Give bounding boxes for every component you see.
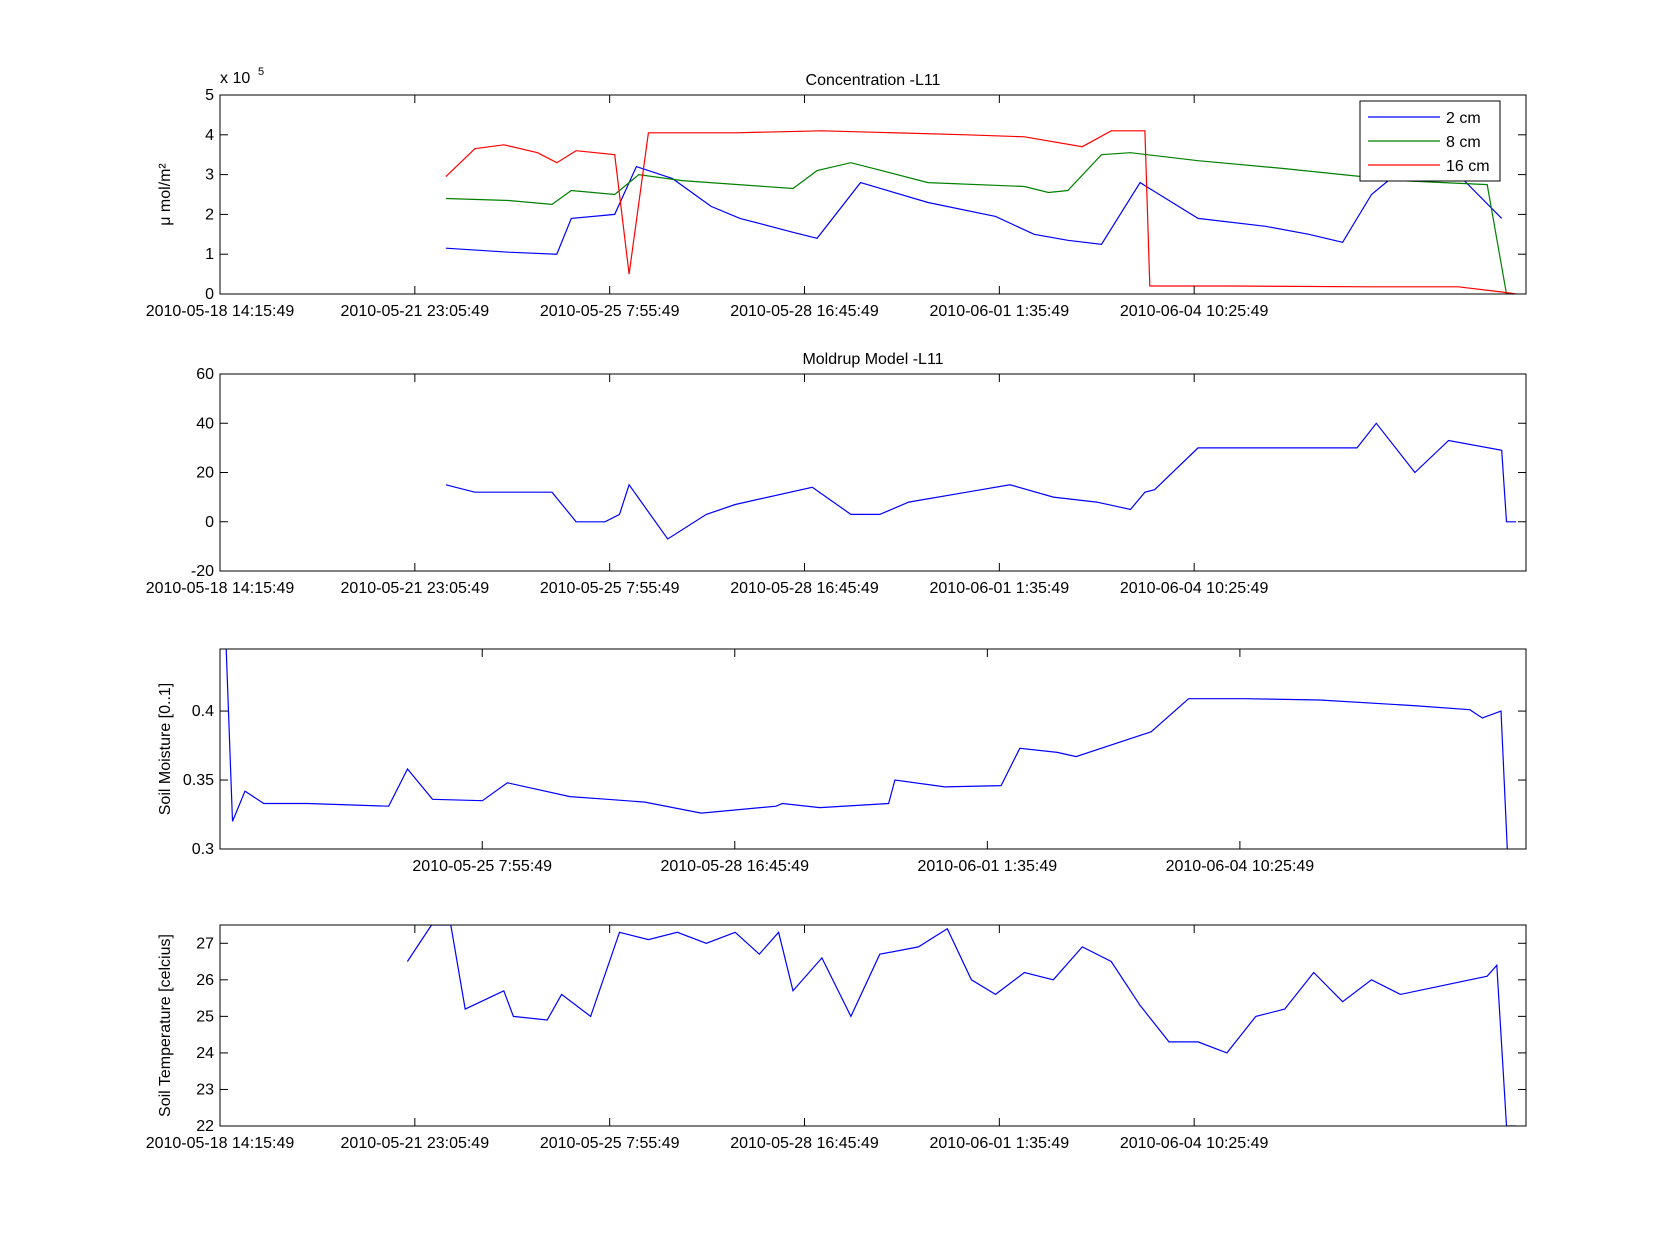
legend-label: 16 cm: [1446, 158, 1490, 175]
x-tick-label: 2010-05-28 16:45:49: [660, 858, 809, 875]
x-tick-label: 2010-05-25 7:55:49: [540, 580, 680, 597]
y-tick-label: 23: [196, 1081, 214, 1098]
y-tick-label: 25: [196, 1008, 214, 1025]
y-tick-label: 0.35: [183, 772, 214, 789]
y-tick-label: -20: [191, 563, 214, 580]
x-tick-label: 2010-06-01 1:35:49: [930, 1135, 1070, 1152]
x-tick-label: 2010-06-01 1:35:49: [930, 580, 1070, 597]
y-tick-label: 2: [205, 206, 214, 223]
x-tick-label: 2010-05-25 7:55:49: [412, 858, 552, 875]
subplot-3: 0.3 0.35 0.4 2010-05-25 7:55:49 2010-05-28 1…: [157, 648, 1527, 875]
subplot-2: -20 0 20 40 60 2010-05-18 14:15:49 2010-05-21 …: [146, 351, 1527, 597]
series-line-1: [406, 925, 1517, 1126]
axes-box: [219, 924, 1527, 1127]
x-tick-label: 2010-06-01 1:35:49: [930, 303, 1070, 320]
x-tick-label: 2010-05-21 23:05:49: [341, 303, 490, 320]
legend-label: 8 cm: [1446, 134, 1481, 151]
y-axis-label: μ mol/m²: [157, 163, 174, 226]
x-tick-label: 2010-05-18 14:15:49: [146, 303, 295, 320]
x-tick-label: 2010-06-04 10:25:49: [1166, 858, 1315, 875]
y-tick-label: 0.4: [192, 703, 214, 720]
x-tick-label: 2010-05-28 16:45:49: [730, 1135, 879, 1152]
x-tick-label: 2010-06-04 10:25:49: [1120, 1135, 1269, 1152]
y-tick-label: 1: [205, 246, 214, 263]
x-tick-label: 2010-05-18 14:15:49: [146, 580, 295, 597]
x-tick-label: 2010-05-28 16:45:49: [730, 303, 879, 320]
y-axis-label: Soil Moisture [0..1]: [157, 683, 174, 816]
y-tick-label: 3: [205, 167, 214, 184]
axes-box: [219, 94, 1527, 295]
y-tick-label: 0.3: [192, 841, 214, 858]
y-exponent-label: x 10: [220, 70, 250, 87]
axes-box: [219, 373, 1527, 572]
x-tick-label: 2010-06-04 10:25:49: [1120, 580, 1269, 597]
y-axis-label: Soil Temperature [celcius]: [157, 934, 174, 1117]
subplot-4: 22 23 24 25 26 27 2010-05-18 14:15:49 2010-05-2…: [146, 924, 1527, 1152]
y-exponent-power: 5: [258, 66, 264, 78]
x-tick-label: 2010-05-25 7:55:49: [540, 303, 680, 320]
y-tick-label: 0: [205, 286, 214, 303]
series-line-2-cm: [445, 165, 1503, 255]
series-line-1: [445, 422, 1517, 540]
y-tick-label: 40: [196, 415, 214, 432]
y-tick-label: 24: [196, 1045, 214, 1062]
y-tick-label: 4: [205, 127, 214, 144]
x-tick-label: 2010-05-25 7:55:49: [540, 1135, 680, 1152]
y-tick-label: 5: [205, 87, 214, 104]
x-tick-label: 2010-05-21 23:05:49: [341, 580, 490, 597]
subplot-1: 0 1 2 3 4 5 2010-05-18 14:15:49 2010-05-21 23:0…: [146, 66, 1527, 320]
chart-title: Concentration -L11: [806, 72, 941, 89]
series-line-1: [225, 649, 1508, 849]
y-tick-label: 20: [196, 465, 214, 482]
y-tick-label: 0: [205, 514, 214, 531]
series-line-8-cm: [445, 152, 1508, 294]
y-tick-label: 27: [196, 935, 214, 952]
y-tick-label: 26: [196, 972, 214, 989]
x-tick-label: 2010-06-04 10:25:49: [1120, 303, 1269, 320]
x-tick-label: 2010-05-28 16:45:49: [730, 580, 879, 597]
y-tick-label: 22: [196, 1118, 214, 1135]
x-tick-label: 2010-05-21 23:05:49: [341, 1135, 490, 1152]
axes-box: [219, 648, 1527, 850]
x-tick-label: 2010-06-01 1:35:49: [918, 858, 1058, 875]
y-tick-label: 60: [196, 366, 214, 383]
chart-title: Moldrup Model -L11: [802, 351, 943, 368]
legend-label: 2 cm: [1446, 110, 1481, 127]
series-line-16-cm: [445, 130, 1517, 294]
x-tick-label: 2010-05-18 14:15:49: [146, 1135, 295, 1152]
legend: 2 cm 8 cm 16 cm: [1359, 100, 1501, 182]
